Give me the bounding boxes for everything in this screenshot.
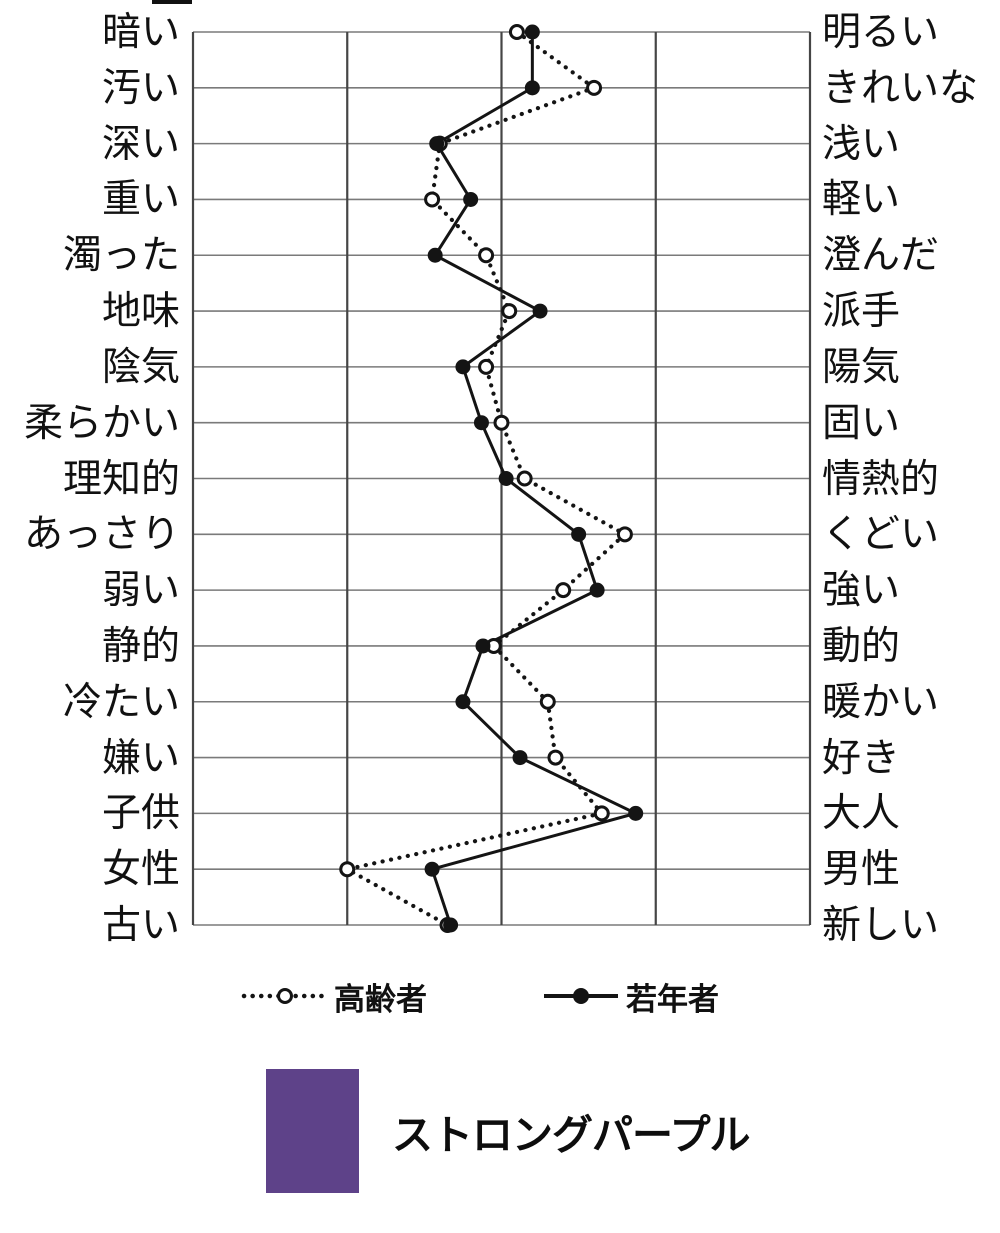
open-circle-marker — [516, 470, 533, 487]
filled-circle-marker — [443, 917, 459, 933]
axis-label-right: 男性 — [822, 848, 901, 892]
filled-circle-marker — [427, 247, 443, 263]
filled-circle-marker — [424, 861, 440, 877]
axis-label-right: 好き — [822, 736, 901, 780]
axis-label-right: きれいな — [822, 66, 979, 110]
filled-circle-marker — [455, 694, 471, 710]
axis-label-left: 理知的 — [62, 457, 180, 501]
legend-label-elderly: 高齢者 — [334, 981, 427, 1017]
open-circle-marker — [508, 24, 525, 40]
axis-label-left: 濁った — [62, 234, 180, 278]
open-circle-marker — [339, 861, 356, 878]
left-adjective-labels: 暗い汚い深い重い濁った地味陰気柔らかい理知的あっさり弱い静的冷たい嫌い子供女性古… — [0, 0, 180, 950]
axis-label-left: 子供 — [101, 792, 180, 836]
semantic-differential-chart — [191, 24, 812, 933]
color-name-label: ストロングパープル — [392, 1112, 751, 1158]
filled-circle-marker — [589, 582, 605, 598]
open-circle-marker — [501, 303, 518, 320]
dotted-open-circle-legend-icon — [241, 988, 329, 1004]
open-circle-marker — [478, 247, 495, 264]
open-circle-marker — [493, 414, 510, 431]
axis-label-left: 重い — [101, 178, 180, 222]
axis-label-left: 古い — [101, 904, 180, 947]
axis-label-right: 強い — [822, 569, 901, 613]
axis-label-right: 動的 — [822, 624, 901, 668]
axis-label-left: 静的 — [101, 624, 180, 668]
open-circle-marker — [586, 79, 603, 96]
open-circle-marker — [616, 526, 633, 543]
filled-circle-marker — [473, 415, 489, 431]
axis-label-left: 冷たい — [62, 680, 180, 724]
axis-label-right: 澄んだ — [822, 234, 940, 278]
filled-circle-marker — [498, 471, 514, 486]
filled-circle-marker — [463, 191, 479, 207]
axis-label-right: 情熱的 — [822, 457, 940, 501]
legend-item-young: 若年者 — [540, 970, 719, 1022]
right-adjective-labels: 明るいきれいな浅い軽い澄んだ派手陽気固い情熱的くどい強い動的暖かい好き大人男性新… — [820, 0, 1000, 950]
axis-label-right: 暖かい — [822, 680, 940, 724]
axis-label-right: 陽気 — [822, 345, 901, 389]
axis-label-left: 女性 — [101, 848, 180, 892]
cropped-edge-artifact — [152, 0, 192, 4]
axis-label-right: 新しい — [822, 904, 940, 947]
open-circle-marker — [593, 805, 610, 822]
filled-circle-marker — [455, 359, 471, 375]
axis-label-right: 派手 — [822, 290, 901, 334]
filled-circle-marker — [524, 80, 540, 96]
open-circle-marker — [555, 582, 572, 599]
filled-circle-marker — [524, 24, 540, 40]
axis-label-left: 陰気 — [101, 345, 180, 389]
axis-label-left: 弱い — [101, 569, 180, 613]
axis-label-left: 暗い — [101, 11, 180, 54]
axis-label-left: 汚い — [101, 66, 180, 110]
color-sample-block: ストロングパープル — [0, 1069, 1000, 1193]
axis-label-right: 大人 — [822, 792, 901, 836]
axis-label-right: 軽い — [822, 178, 901, 222]
open-circle-marker — [478, 358, 495, 375]
chart-legend: 高齢者 若年者 — [0, 970, 1000, 1022]
filled-circle-marker — [512, 750, 528, 766]
axis-label-left: 地味 — [101, 290, 180, 334]
filled-circle-marker — [475, 638, 491, 654]
axis-label-right: 明るい — [822, 11, 940, 54]
filled-circle-marker — [628, 805, 644, 821]
axis-label-left: 嫌い — [101, 736, 180, 780]
open-circle-marker — [424, 191, 441, 208]
legend-item-elderly: 高齢者 — [240, 970, 427, 1022]
solid-filled-circle-legend-icon — [544, 988, 618, 1004]
open-circle-marker — [547, 749, 564, 766]
axis-label-left: 柔らかい — [23, 401, 180, 445]
axis-label-right: 固い — [822, 401, 901, 445]
axis-label-right: くどい — [822, 513, 940, 557]
filled-circle-marker — [429, 136, 445, 152]
axis-label-right: 浅い — [822, 122, 901, 166]
axis-label-left: 深い — [101, 122, 180, 166]
filled-circle-marker — [571, 526, 587, 542]
axis-label-left: あっさり — [23, 513, 180, 557]
filled-circle-marker — [532, 303, 548, 319]
open-circle-marker — [539, 693, 556, 710]
legend-label-young: 若年者 — [626, 981, 719, 1017]
purple-color-swatch — [266, 1069, 359, 1193]
